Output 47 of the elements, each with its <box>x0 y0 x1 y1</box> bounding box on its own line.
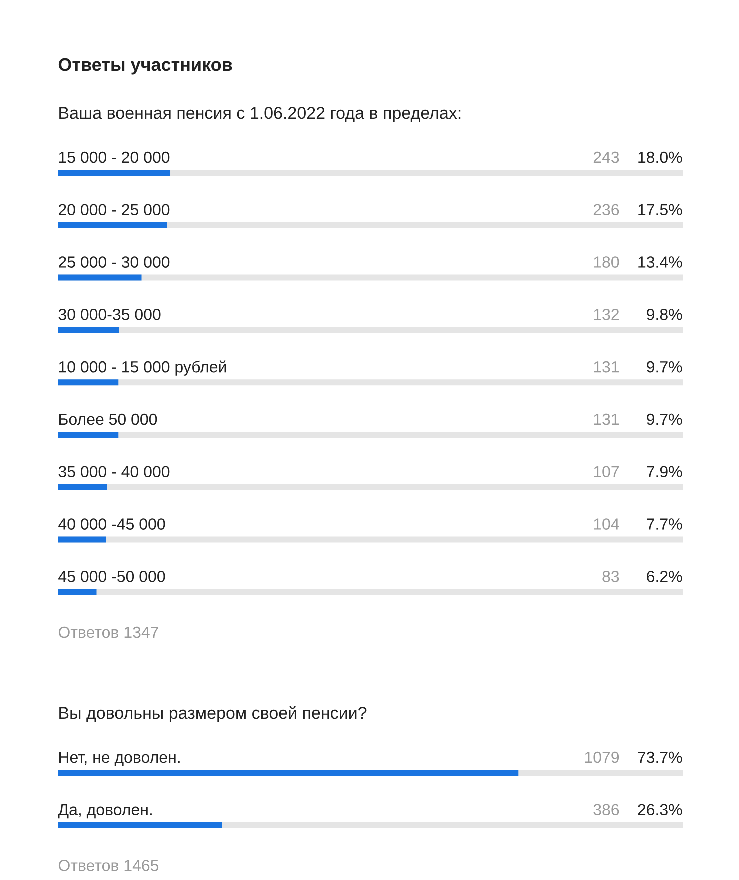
data-label: 9.7% <box>647 361 682 373</box>
data-label: 13.4% <box>638 256 682 268</box>
bar <box>58 536 106 543</box>
data-label: 7.9% <box>647 466 682 478</box>
bar <box>58 380 119 386</box>
annotation: 104 <box>594 518 620 530</box>
data-label: 6.2% <box>647 571 682 582</box>
data-label: 73.7% <box>638 752 682 764</box>
y-tick-label: 10 000 - 15 000 рублей <box>59 360 226 376</box>
data-label: 18.0% <box>638 152 682 164</box>
chart-subtitle: Вы довольны размером своей пенсии? <box>60 706 367 723</box>
bar <box>58 327 120 334</box>
data-label: 7.7% <box>647 518 682 530</box>
annotation: 83 <box>602 571 620 582</box>
y-tick-label: 35 000 - 40 000 <box>58 466 170 478</box>
annotation: 132 <box>594 309 619 320</box>
annotation: 1079 <box>585 752 620 764</box>
data-label: 9.8% <box>647 309 682 320</box>
y-tick-label: Более 50 000 <box>60 414 158 426</box>
y-tick-label: Нет, не доволен. <box>60 752 180 766</box>
annotation: 243 <box>594 152 620 164</box>
y-tick-label: 25 000 - 30 000 <box>59 256 170 268</box>
annotation: 107 <box>594 466 619 478</box>
text: Ответов 1347 <box>58 626 158 638</box>
bar <box>58 589 97 596</box>
text: Ответов 1465 <box>58 860 159 872</box>
y-tick-label: 15 000 - 20 000 <box>59 152 170 164</box>
bar <box>58 222 168 228</box>
annotation: 131 <box>594 414 620 426</box>
annotation: 236 <box>594 204 620 216</box>
bar <box>58 170 171 176</box>
chart-title: Ответы участников <box>58 58 232 75</box>
chart-subtitle: Ваша военная пенсия с 1.06.2022 года в пределах: <box>60 107 461 123</box>
bar <box>58 432 119 438</box>
y-tick-label: 40 000 -45 000 <box>58 518 166 530</box>
annotation: 131 <box>594 361 620 373</box>
annotation: 386 <box>594 804 620 816</box>
data-label: 9.7% <box>647 414 682 426</box>
y-tick-label: 20 000 - 25 000 <box>59 204 170 216</box>
y-tick-label: 45 000 -50 000 <box>58 571 166 582</box>
y-tick-label: Да, доволен. <box>58 804 152 819</box>
data-label: 26.3% <box>638 804 682 816</box>
data-label: 17.5% <box>638 204 682 216</box>
annotation: 180 <box>594 256 620 268</box>
bar <box>58 484 108 490</box>
y-tick-label: 30 000-35 000 <box>58 309 161 320</box>
bar <box>58 274 142 281</box>
